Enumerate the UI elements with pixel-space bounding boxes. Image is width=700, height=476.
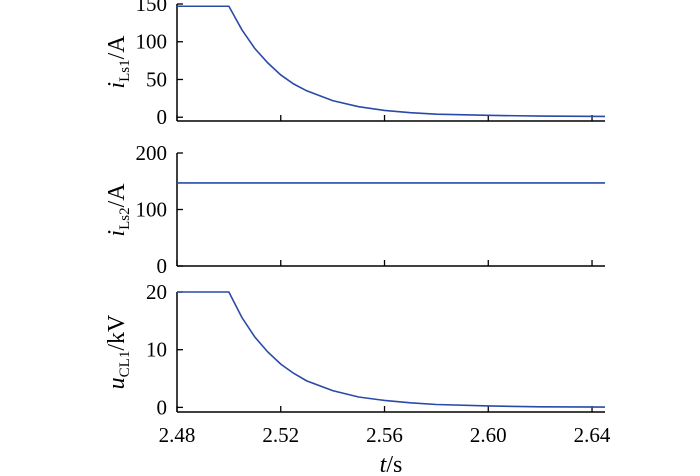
y-tick-label: 0 <box>157 254 168 278</box>
chart-panel-1: 0 50 100 150 iLs1/A <box>104 0 606 129</box>
y-tick-label: 20 <box>146 280 167 304</box>
y-tick-label: 200 <box>136 141 168 165</box>
y-tick-label: 100 <box>136 30 168 54</box>
series-line <box>177 5 606 118</box>
y-tick-label: 0 <box>157 105 168 129</box>
y-axis-label: iLs2/A <box>104 183 133 237</box>
y-tick-label: 100 <box>136 198 168 222</box>
x-tick-label: 2.56 <box>366 423 403 447</box>
series-line <box>177 291 606 408</box>
x-tick-label: 2.52 <box>262 423 299 447</box>
x-axis-label: t/s <box>380 452 403 476</box>
y-tick-label: 150 <box>136 0 168 16</box>
y-tick-label: 10 <box>146 338 167 362</box>
y-tick-label: 50 <box>146 67 167 91</box>
x-tick-label: 2.64 <box>574 423 611 447</box>
x-tick-label: 2.48 <box>159 423 196 447</box>
chart-panel-3: 0 10 20 2.48 2.52 2.56 2.60 2.64 uCL1/kV t/s <box>104 280 611 476</box>
y-axis-label: iLs1/A <box>104 35 133 89</box>
y-axis-label: uCL1/kV <box>104 314 133 389</box>
x-tick-label: 2.60 <box>470 423 507 447</box>
y-tick-label: 0 <box>157 395 168 419</box>
